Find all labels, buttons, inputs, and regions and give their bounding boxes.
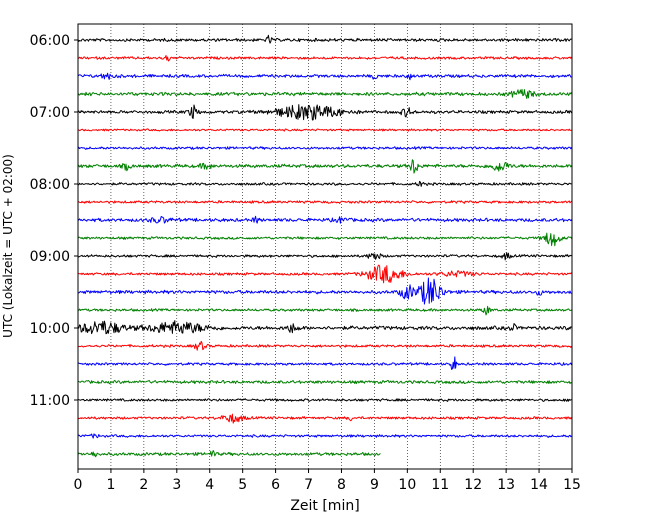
y-tick-label: 10:00 — [30, 321, 70, 337]
trace-0745 — [77, 159, 573, 174]
x-tick-label: 2 — [139, 477, 148, 493]
trace-0900 — [77, 252, 572, 261]
trace-0730 — [77, 146, 573, 150]
x-tick-label: 4 — [205, 477, 214, 493]
y-axis-title: UTC (Lokalzeit = UTC + 02:00) — [1, 154, 15, 338]
trace-1045 — [77, 379, 572, 385]
plot-background — [78, 24, 572, 469]
y-tick-label: 11:00 — [30, 393, 70, 409]
trace-1130 — [77, 433, 572, 439]
trace-0915 — [77, 264, 572, 284]
y-tick-label: 08:00 — [30, 177, 70, 193]
y-tick-label: 09:00 — [30, 249, 70, 265]
trace-0715 — [78, 128, 572, 132]
trace-0700 — [77, 104, 573, 121]
x-tick-label: 15 — [563, 477, 581, 493]
x-axis-ticks: 0 1 2 3 4 5 6 7 8 9 10 11 12 13 14 15 — [74, 469, 581, 493]
trace-0615 — [77, 55, 573, 62]
traces — [77, 34, 573, 458]
trace-1115 — [77, 413, 573, 424]
y-axis-ticks: 06:00 07:00 08:00 09:00 10:00 11:00 — [30, 33, 78, 409]
x-tick-label: 9 — [370, 477, 379, 493]
x-tick-label: 11 — [431, 477, 449, 493]
trace-1030 — [77, 356, 573, 370]
trace-0815 — [77, 200, 572, 204]
x-axis-title: Zeit [min] — [290, 498, 359, 514]
trace-0945 — [77, 305, 572, 316]
trace-0645 — [77, 88, 573, 99]
trace-1015 — [77, 340, 573, 351]
plot-frame — [77, 23, 573, 470]
x-tick-label: 12 — [464, 477, 482, 493]
trace-1145 — [77, 450, 381, 458]
trace-1100 — [77, 398, 572, 402]
trace-0630 — [77, 72, 572, 81]
trace-0845 — [77, 232, 573, 247]
trace-0930 — [77, 277, 572, 305]
x-tick-label: 8 — [337, 477, 346, 493]
x-tick-label: 7 — [304, 477, 313, 493]
y-tick-label: 07:00 — [30, 105, 70, 121]
y-tick-label: 06:00 — [30, 33, 70, 49]
x-tick-label: 0 — [74, 477, 83, 493]
grid-lines — [110, 24, 540, 469]
trace-0800 — [77, 180, 572, 187]
x-tick-label: 13 — [497, 477, 515, 493]
x-tick-label: 14 — [530, 477, 548, 493]
x-tick-label: 5 — [238, 477, 247, 493]
x-tick-label: 10 — [398, 477, 416, 493]
trace-0600 — [77, 34, 572, 44]
trace-0830 — [77, 215, 573, 224]
x-tick-label: 3 — [172, 477, 181, 493]
trace-1000 — [77, 320, 572, 335]
x-tick-label: 6 — [271, 477, 280, 493]
x-tick-label: 1 — [106, 477, 115, 493]
